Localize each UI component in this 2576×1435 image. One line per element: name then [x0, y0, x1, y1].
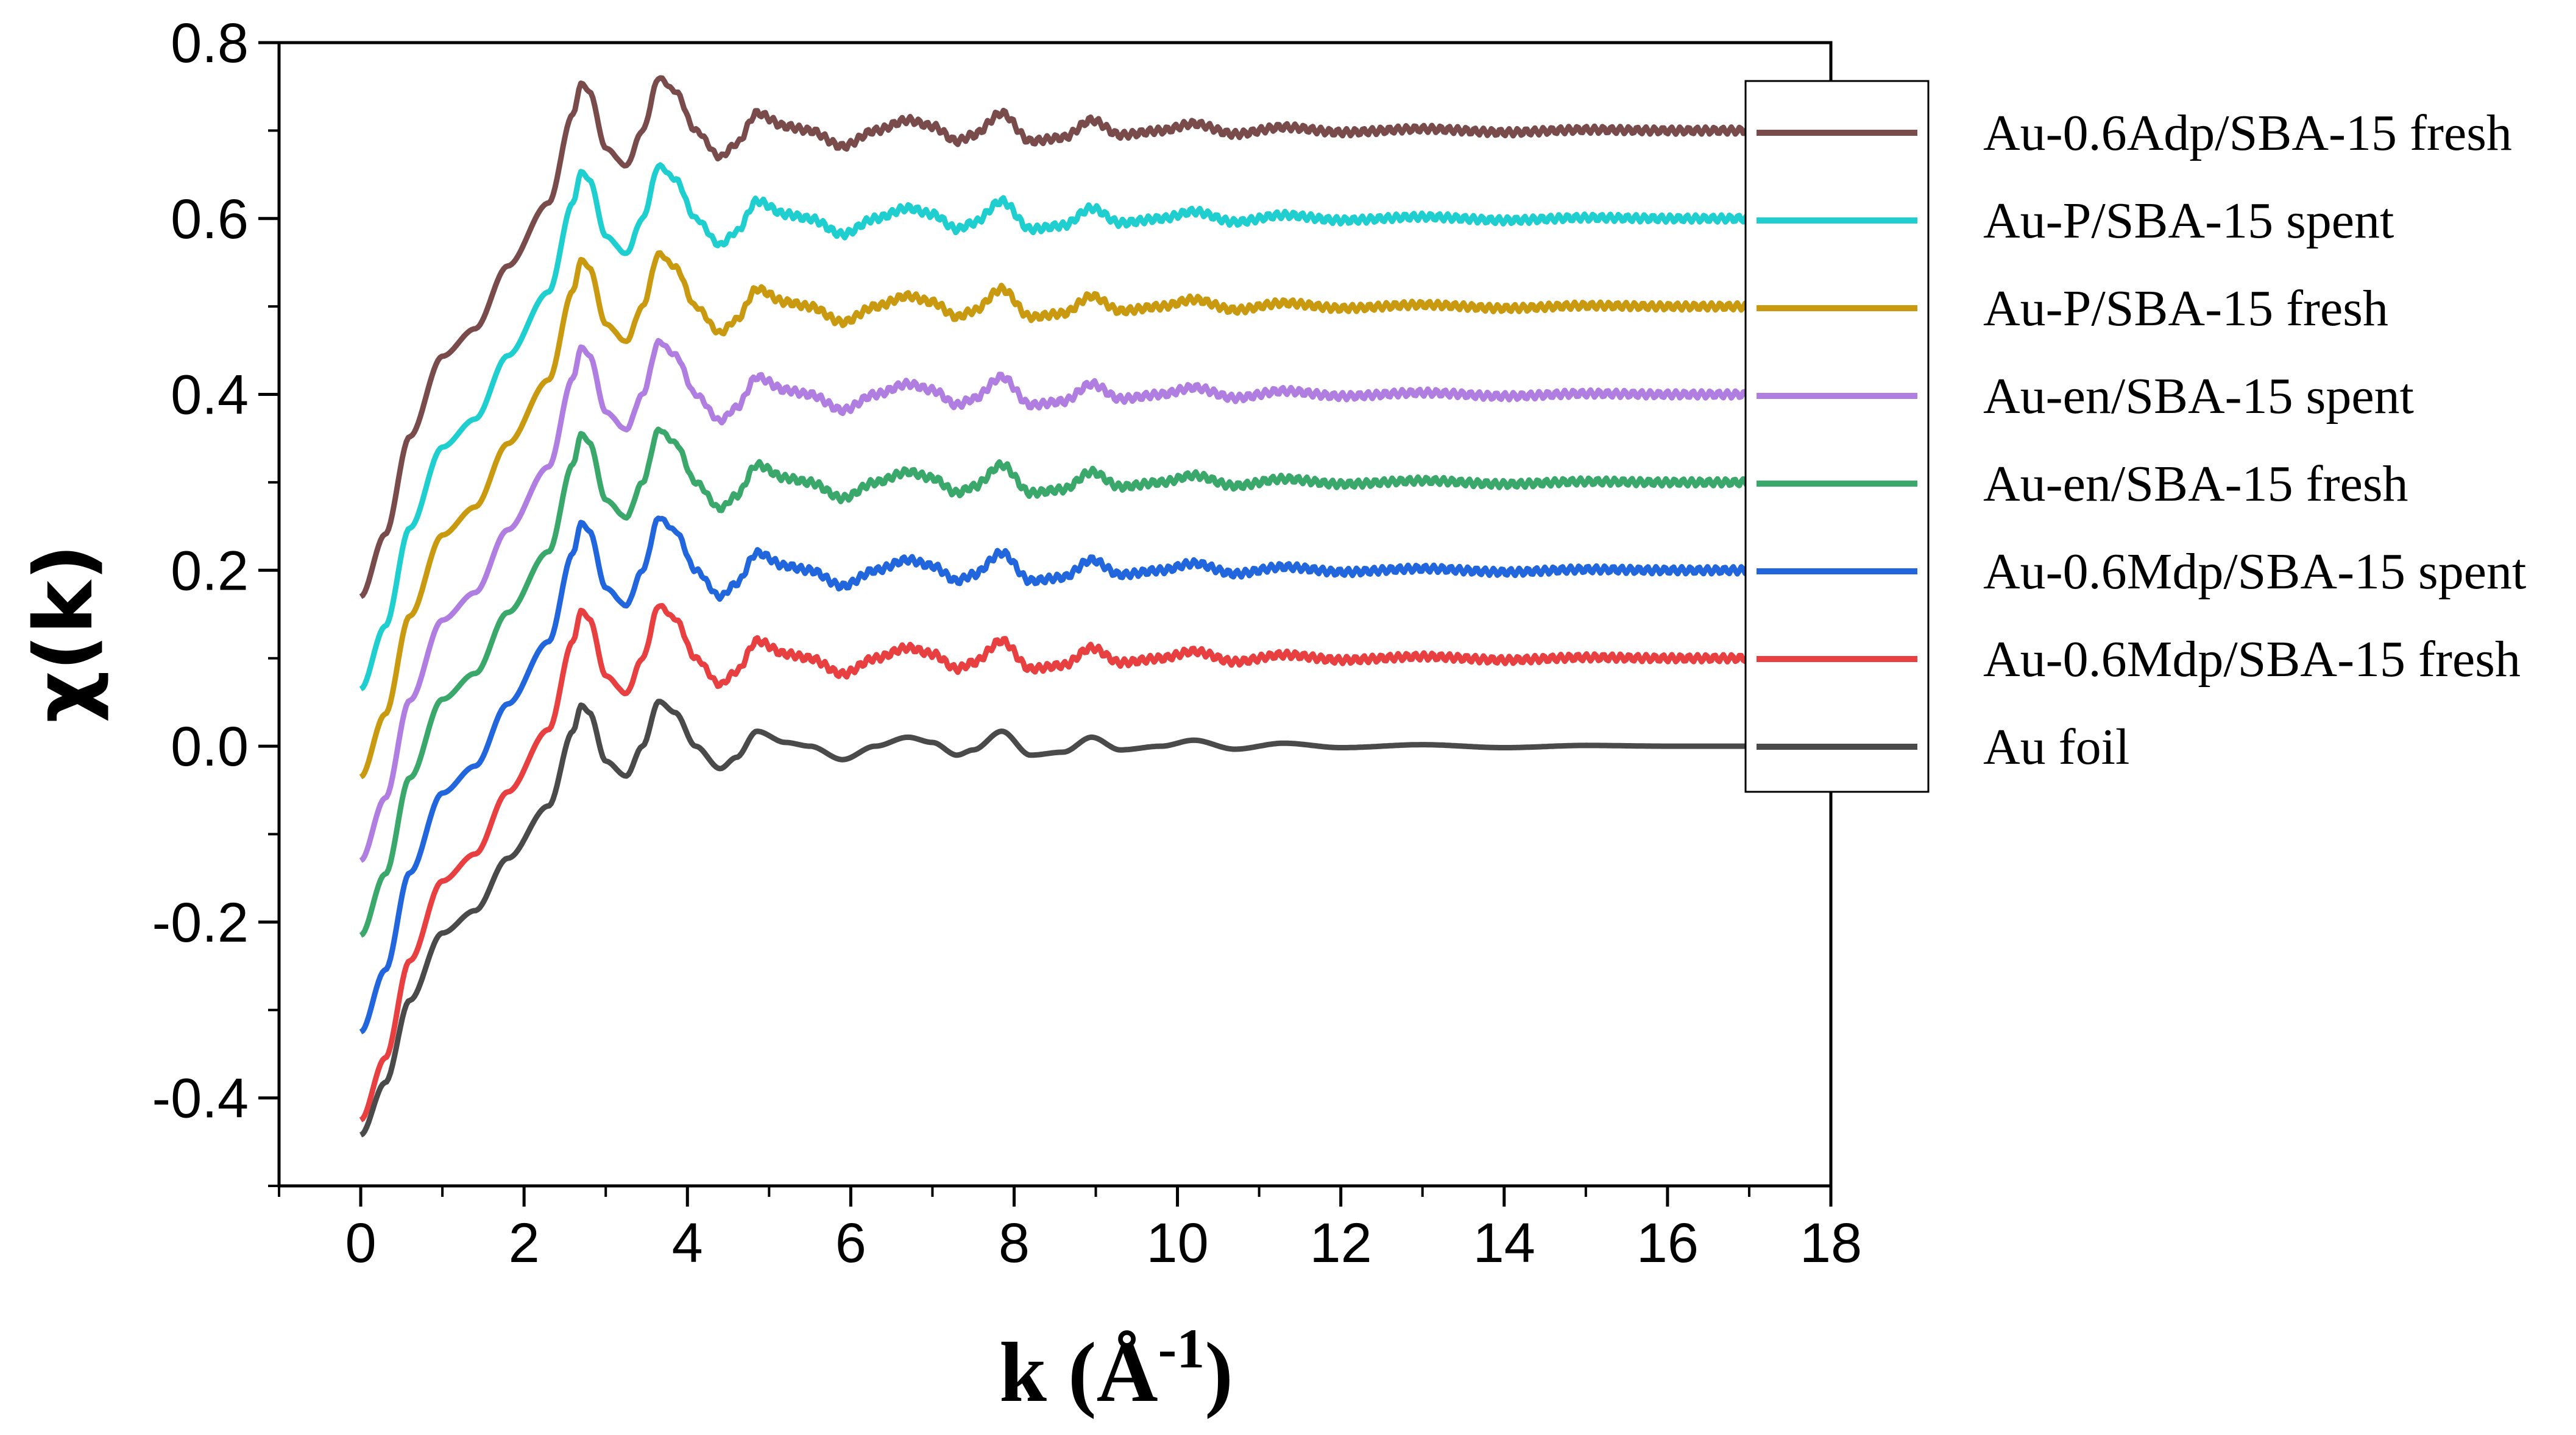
- legend-label: Au-0.6Mdp/SBA-15 spent: [1983, 543, 2526, 600]
- legend-label: Au-P/SBA-15 spent: [1983, 192, 2394, 249]
- legend-label: Au foil: [1983, 719, 2129, 775]
- x-tick-label: 16: [1637, 1212, 1699, 1274]
- y-tick-label: 0.4: [171, 364, 249, 426]
- legend-label: Au-en/SBA-15 fresh: [1983, 456, 2408, 512]
- x-tick-label: 8: [999, 1212, 1030, 1274]
- series-line: [359, 426, 1752, 938]
- x-tick-label: 18: [1800, 1212, 1862, 1274]
- series-lines: [359, 75, 1752, 1138]
- series-line: [359, 603, 1752, 1123]
- x-axis-label-superscript: -1: [1158, 1317, 1205, 1380]
- x-tick-label: 10: [1146, 1212, 1208, 1274]
- x-tick-label: 0: [345, 1212, 376, 1274]
- legend-label: Au-0.6Mdp/SBA-15 fresh: [1983, 631, 2521, 688]
- series-line: [359, 337, 1751, 863]
- y-axis-label: χ(k): [17, 544, 111, 723]
- x-tick-label: 12: [1310, 1212, 1372, 1274]
- legend-label: Au-0.6Adp/SBA-15 fresh: [1983, 105, 2512, 161]
- series-line: [359, 515, 1752, 1035]
- series-line: [359, 250, 1752, 780]
- y-tick-label: -0.4: [152, 1068, 249, 1130]
- x-axis-label-base: k (Å: [999, 1325, 1158, 1420]
- y-tick-label: 0.2: [171, 540, 249, 602]
- series-line: [359, 75, 1750, 599]
- y-tick-label: 0.8: [171, 12, 249, 74]
- x-tick-label: 6: [835, 1212, 866, 1274]
- series-line: [359, 162, 1752, 692]
- plot-frame: [277, 41, 1833, 1188]
- y-tick-label: 0.6: [171, 188, 249, 250]
- legend-box: [1744, 80, 1930, 793]
- x-axis-label-close: ): [1205, 1325, 1233, 1420]
- series-line: [359, 699, 1750, 1138]
- x-axis-label: k (Å-1): [999, 1317, 1233, 1420]
- x-tick-label: 2: [509, 1212, 540, 1274]
- legend-label: Au-P/SBA-15 fresh: [1983, 280, 2388, 337]
- legend-label: Au-en/SBA-15 spent: [1983, 368, 2414, 425]
- y-tick-label: -0.2: [152, 892, 249, 954]
- y-tick-label: 0.0: [171, 716, 249, 778]
- x-tick-label: 4: [672, 1212, 703, 1274]
- x-tick-label: 14: [1473, 1212, 1535, 1274]
